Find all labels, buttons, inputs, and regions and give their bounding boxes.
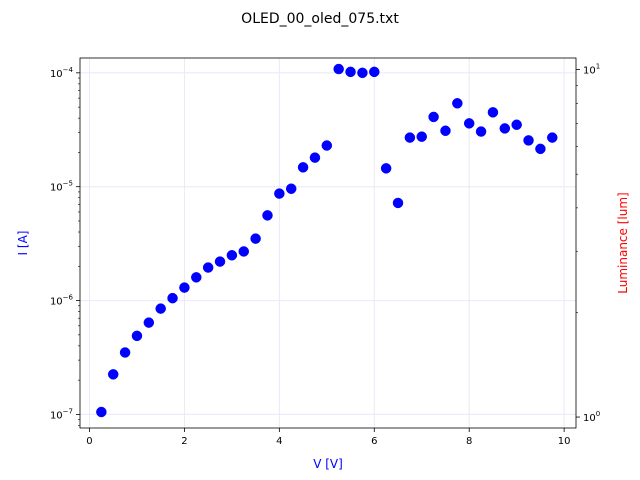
x-tick-label: 6 — [371, 436, 377, 447]
plot-frame — [79, 57, 577, 429]
x-tick-label: 0 — [86, 436, 92, 447]
data-point — [535, 143, 546, 155]
x-tick-label: 4 — [276, 436, 282, 447]
data-point — [274, 188, 285, 199]
data-point — [523, 135, 534, 146]
data-point — [499, 123, 511, 134]
data-point — [333, 63, 344, 75]
data-point — [309, 152, 321, 163]
x-tick-label: 2 — [181, 436, 187, 447]
y-tick-label: 10−7 — [50, 407, 73, 421]
data-point — [107, 369, 119, 380]
data-point — [191, 272, 202, 283]
data-point — [369, 66, 380, 78]
axes: 0 2 4 6 8 10 10−7 10−6 10−5 10−4 100 101 — [50, 63, 600, 447]
data-point — [202, 262, 214, 273]
data-point — [250, 233, 261, 244]
data-point — [428, 111, 439, 123]
data-point — [404, 132, 416, 143]
data-point — [416, 131, 427, 142]
data-point — [380, 163, 392, 174]
y-tick-label: 10−6 — [50, 294, 74, 308]
y2-axis-title: Luminance [lum] — [616, 192, 630, 293]
data-markers — [96, 63, 558, 418]
data-point — [179, 282, 190, 293]
data-point — [463, 118, 475, 129]
x-axis-title: V [V] — [313, 457, 343, 471]
data-point — [475, 126, 487, 137]
data-point — [143, 317, 155, 328]
y-tick-label: 10−4 — [50, 66, 74, 80]
y-axis-title: I [A] — [16, 231, 30, 256]
x-tick-label: 8 — [466, 436, 472, 447]
y-tick-label: 10−5 — [50, 180, 73, 194]
data-point — [547, 132, 558, 143]
data-point — [119, 347, 131, 358]
data-point — [511, 119, 522, 131]
data-point — [214, 256, 226, 267]
data-point — [345, 66, 356, 78]
y2-tick-label: 101 — [583, 63, 600, 77]
y2-tick-label: 100 — [583, 410, 600, 424]
data-point — [155, 303, 166, 314]
chart-title: OLED_00_oled_075.txt — [241, 11, 399, 27]
data-point — [452, 98, 463, 109]
data-point — [96, 406, 107, 418]
data-point — [392, 197, 404, 209]
data-point — [167, 292, 178, 304]
data-point — [238, 246, 250, 257]
data-point — [487, 107, 499, 118]
data-point — [285, 183, 297, 194]
data-point — [226, 250, 238, 261]
data-point — [262, 210, 273, 221]
data-point — [440, 125, 451, 137]
data-point — [131, 330, 143, 342]
grid — [80, 58, 576, 428]
x-tick-label: 10 — [558, 436, 571, 447]
data-point — [357, 67, 368, 79]
data-point — [297, 162, 309, 173]
data-point — [321, 140, 333, 151]
